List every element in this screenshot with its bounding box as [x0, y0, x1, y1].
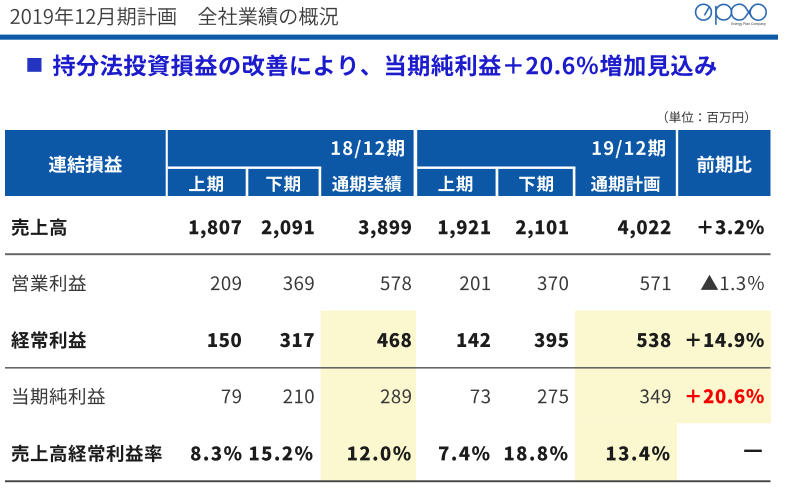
svg-text:Energy Plan Company: Energy Plan Company [731, 22, 766, 26]
